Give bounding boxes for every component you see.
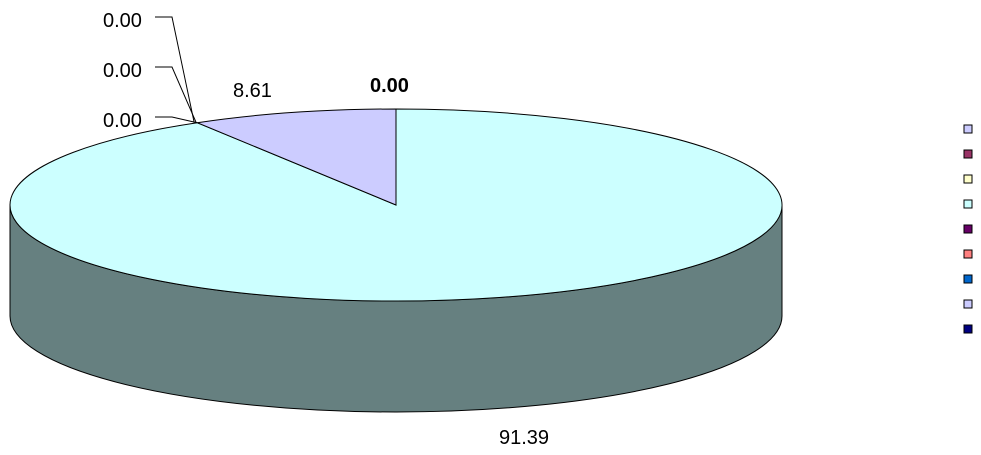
legend-swatch-3	[963, 174, 973, 184]
pie-slice-8-61	[195, 108, 397, 206]
legend-swatch-5	[963, 224, 973, 234]
legend-swatch-8	[963, 299, 973, 309]
data-label-slice-3: 0.00	[103, 10, 142, 32]
legend	[963, 124, 973, 334]
leader-line-2	[155, 66, 197, 123]
data-label-slice-1: 8.61	[233, 80, 272, 102]
legend-swatch-2	[963, 149, 973, 159]
leader-line-1	[155, 16, 195, 123]
leader-line-3	[155, 116, 198, 124]
legend-swatch-7	[963, 274, 973, 284]
data-label-slice-6: 0.00	[103, 110, 142, 132]
data-label-slice-4: 91.39	[499, 427, 549, 449]
legend-swatch-9	[963, 324, 973, 334]
data-label-slice-2: 0.00	[370, 75, 409, 97]
legend-swatch-6	[963, 249, 973, 259]
data-label-slice-5: 0.00	[103, 60, 142, 82]
legend-swatch-1	[963, 124, 973, 134]
legend-swatch-4	[963, 199, 973, 209]
